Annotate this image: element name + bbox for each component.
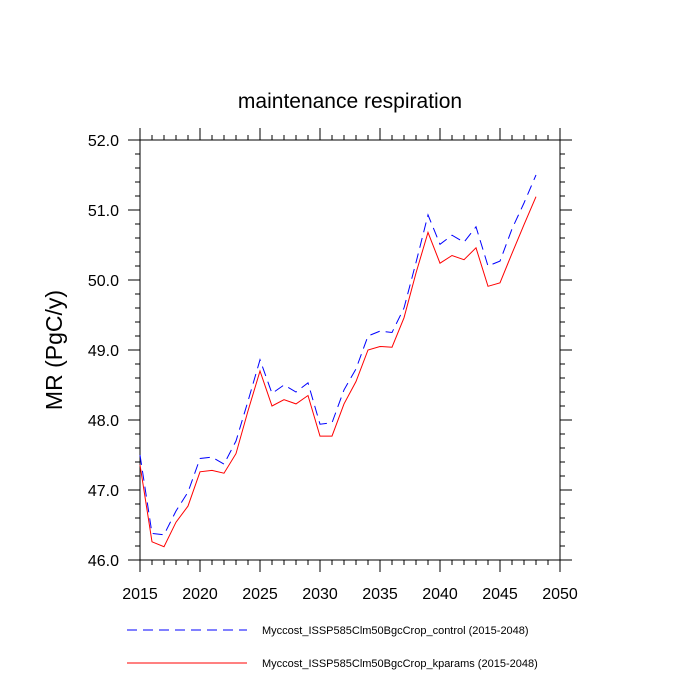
x-tick-label: 2035 bbox=[362, 586, 398, 603]
series-line-2 bbox=[139, 196, 537, 548]
y-tick-labels: 46.0 47.0 48.0 49.0 50.0 51.0 52.0 bbox=[88, 133, 119, 570]
y-tick-label: 49.0 bbox=[88, 343, 119, 360]
series-lines bbox=[139, 174, 537, 548]
legend-label-1: Myccost_ISSP585Clm50BgcCrop_control (201… bbox=[262, 625, 529, 637]
y-tick-label: 47.0 bbox=[88, 483, 119, 500]
x-tick-label: 2020 bbox=[182, 586, 218, 603]
legend: Myccost_ISSP585Clm50BgcCrop_control (201… bbox=[127, 625, 538, 670]
series-line-1 bbox=[139, 174, 537, 536]
x-tick-label: 2025 bbox=[242, 586, 278, 603]
chart-title: maintenance respiration bbox=[238, 90, 462, 113]
x-tick-labels: 2015 2020 2025 2030 2035 2040 2045 2050 bbox=[122, 586, 578, 603]
y-tick-label: 51.0 bbox=[88, 203, 119, 220]
legend-label-2: Myccost_ISSP585Clm50BgcCrop_kparams (201… bbox=[262, 658, 538, 670]
x-tick-label: 2030 bbox=[302, 586, 338, 603]
plot-frame bbox=[139, 139, 561, 561]
y-tick-label: 46.0 bbox=[88, 553, 119, 570]
x-tick-label: 2045 bbox=[482, 586, 518, 603]
y-axis-label: MR (PgC/y) bbox=[41, 290, 67, 410]
x-tick-label: 2050 bbox=[542, 586, 578, 603]
x-tick-label: 2015 bbox=[122, 586, 158, 603]
y-tick-label: 48.0 bbox=[88, 413, 119, 430]
axis-ticks bbox=[128, 128, 572, 572]
y-tick-label: 52.0 bbox=[88, 133, 119, 150]
y-tick-label: 50.0 bbox=[88, 273, 119, 290]
x-tick-label: 2040 bbox=[422, 586, 458, 603]
